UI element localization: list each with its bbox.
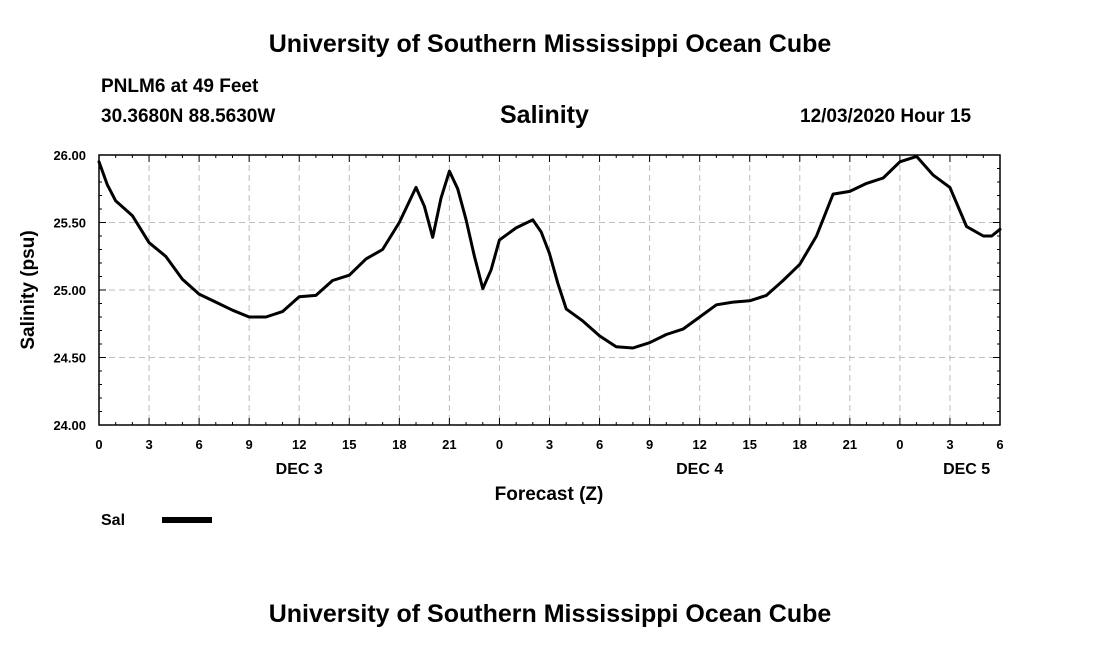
coordinates-label: 30.3680N 88.5630W	[101, 106, 276, 127]
y-tick-label: 26.00	[53, 148, 86, 163]
x-tick-label: 9	[246, 437, 253, 452]
x-tick-label: 9	[646, 437, 653, 452]
x-tick-label: 3	[145, 437, 152, 452]
page-title: University of Southern Mississippi Ocean…	[268, 30, 832, 58]
x-tick-label: 3	[946, 437, 953, 452]
x-tick-label: 15	[742, 437, 756, 452]
x-tick-label: 12	[292, 437, 306, 452]
y-axis-label: Salinity (psu)	[18, 230, 39, 349]
x-tick-label: 18	[392, 437, 406, 452]
chart-title: Salinity	[500, 101, 589, 129]
day-label: DEC 5	[943, 461, 990, 478]
x-tick-label: 0	[896, 437, 903, 452]
x-tick-label: 6	[996, 437, 1003, 452]
y-tick-label: 24.50	[53, 351, 86, 366]
series-layer	[97, 154, 1002, 350]
x-tick-label: 3	[546, 437, 553, 452]
x-tick-label: 15	[342, 437, 356, 452]
x-tick-label: 21	[843, 437, 857, 452]
day-labels: DEC 3 DEC 4 DEC 5	[276, 461, 991, 478]
x-tick-label: 6	[596, 437, 603, 452]
y-tick-label: 24.00	[53, 418, 86, 433]
y-tick-label: 25.50	[53, 216, 86, 231]
grid	[99, 155, 1000, 425]
day-label: DEC 3	[276, 461, 323, 478]
series-line-sal	[97, 154, 1002, 350]
forecast-datetime: 12/03/2020 Hour 15	[800, 106, 972, 127]
x-tick-label: 18	[793, 437, 807, 452]
x-tick-label: 6	[195, 437, 202, 452]
y-axis: 24.00 24.50 25.00 25.50 26.00	[53, 148, 1000, 433]
day-label: DEC 4	[676, 461, 723, 478]
x-axis-label: Forecast (Z)	[495, 484, 604, 505]
x-tick-label: 21	[442, 437, 456, 452]
footer-title: University of Southern Mississippi Ocean…	[268, 600, 832, 628]
x-tick-label: 0	[496, 437, 503, 452]
legend-label-sal: Sal	[101, 512, 125, 529]
legend: Sal	[101, 512, 212, 529]
x-tick-label: 0	[95, 437, 102, 452]
x-tick-label: 12	[692, 437, 706, 452]
y-tick-label: 25.00	[53, 283, 86, 298]
x-axis: 0 3 6 9 12 15 18 21 0 3 6 9 12 15 18 21 0 3 6	[95, 155, 1004, 452]
station-label: PNLM6 at 49 Feet	[101, 76, 259, 97]
